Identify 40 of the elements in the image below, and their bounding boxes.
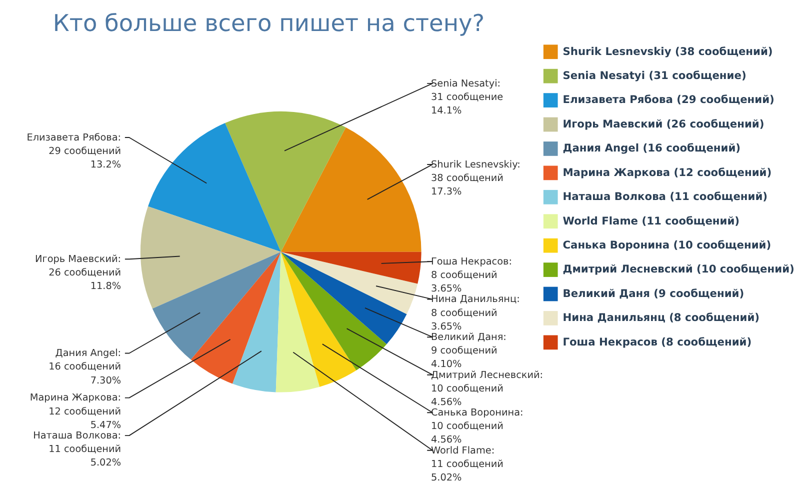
pie-slice	[225, 111, 346, 252]
legend-label: Дмитрий Лесневский (10 сообщений)	[562, 262, 794, 276]
data-label: Shurik Lesnevskiy: 38 сообщений 17.3%	[430, 159, 520, 198]
legend-label: Наташа Волкова (11 сообщений)	[562, 190, 768, 204]
data-label: Нина Данильянц: 8 сообщений 3.65%	[430, 294, 520, 332]
pie-slice	[276, 252, 320, 392]
data-label: Великий Даня: 9 сообщений 4.10%	[430, 332, 506, 370]
data-label: Игорь Маевский: 26 сообщений 11.8%	[35, 254, 122, 292]
legend-label: Дания Angel (16 сообщений)	[562, 142, 741, 155]
legend-label: Нина Данильянц (8 сообщений)	[562, 311, 760, 324]
legend-label: Гоша Некрасов (8 сообщений)	[562, 335, 752, 348]
pie-slice	[140, 206, 281, 309]
data-label: Марина Жаркова: 12 сообщений 5.47%	[30, 392, 122, 431]
data-label: Елизавета Рябова: 29 сообщений 13.2%	[26, 132, 122, 171]
legend-label: Senia Nesatyi (31 сообщение)	[562, 68, 746, 82]
legend-label: Великий Даня (9 сообщений)	[562, 286, 744, 300]
pie-slice	[152, 252, 281, 360]
data-label: Дания Angel: 16 сообщений 7.30%	[48, 348, 122, 386]
data-label: Дмитрий Лесневский: 10 сообщений 4.56%	[430, 370, 544, 408]
legend-label: Игорь Маевский (26 сообщений)	[562, 117, 764, 130]
pie-slice	[280, 252, 387, 370]
data-label: Санька Воронина: 10 сообщений 4.56%	[430, 408, 524, 446]
legend-label: Санька Воронина (10 сообщений)	[562, 238, 772, 252]
data-label: Наташа Волкова: 11 сообщений 5.02%	[33, 430, 122, 469]
pie-slice	[280, 252, 356, 387]
pie-slice	[280, 252, 418, 314]
pie-slice	[280, 127, 422, 252]
legend-label: Елизавета Рябова (29 сообщений)	[562, 93, 774, 106]
pie-slice	[232, 252, 281, 392]
chart-title: Кто больше всего пишет на стену?	[52, 10, 485, 38]
pie-slice	[190, 252, 281, 384]
data-label: Гоша Некрасов: 8 сообщений 3.65%	[430, 256, 512, 295]
data-label: World Flame: 11 сообщений 5.02%	[430, 445, 504, 484]
legend-label: Марина Жаркова (12 сообщений)	[562, 166, 772, 179]
pie-slice	[148, 122, 281, 252]
pie-slice	[280, 252, 422, 284]
pie-slice	[280, 252, 407, 344]
legend-label: World Flame (11 сообщений)	[562, 214, 740, 228]
data-label: Senia Nesatyi: 31 сообщение 14.1%	[430, 78, 504, 116]
legend-label: Shurik Lesnevskiy (38 сообщений)	[562, 44, 773, 58]
